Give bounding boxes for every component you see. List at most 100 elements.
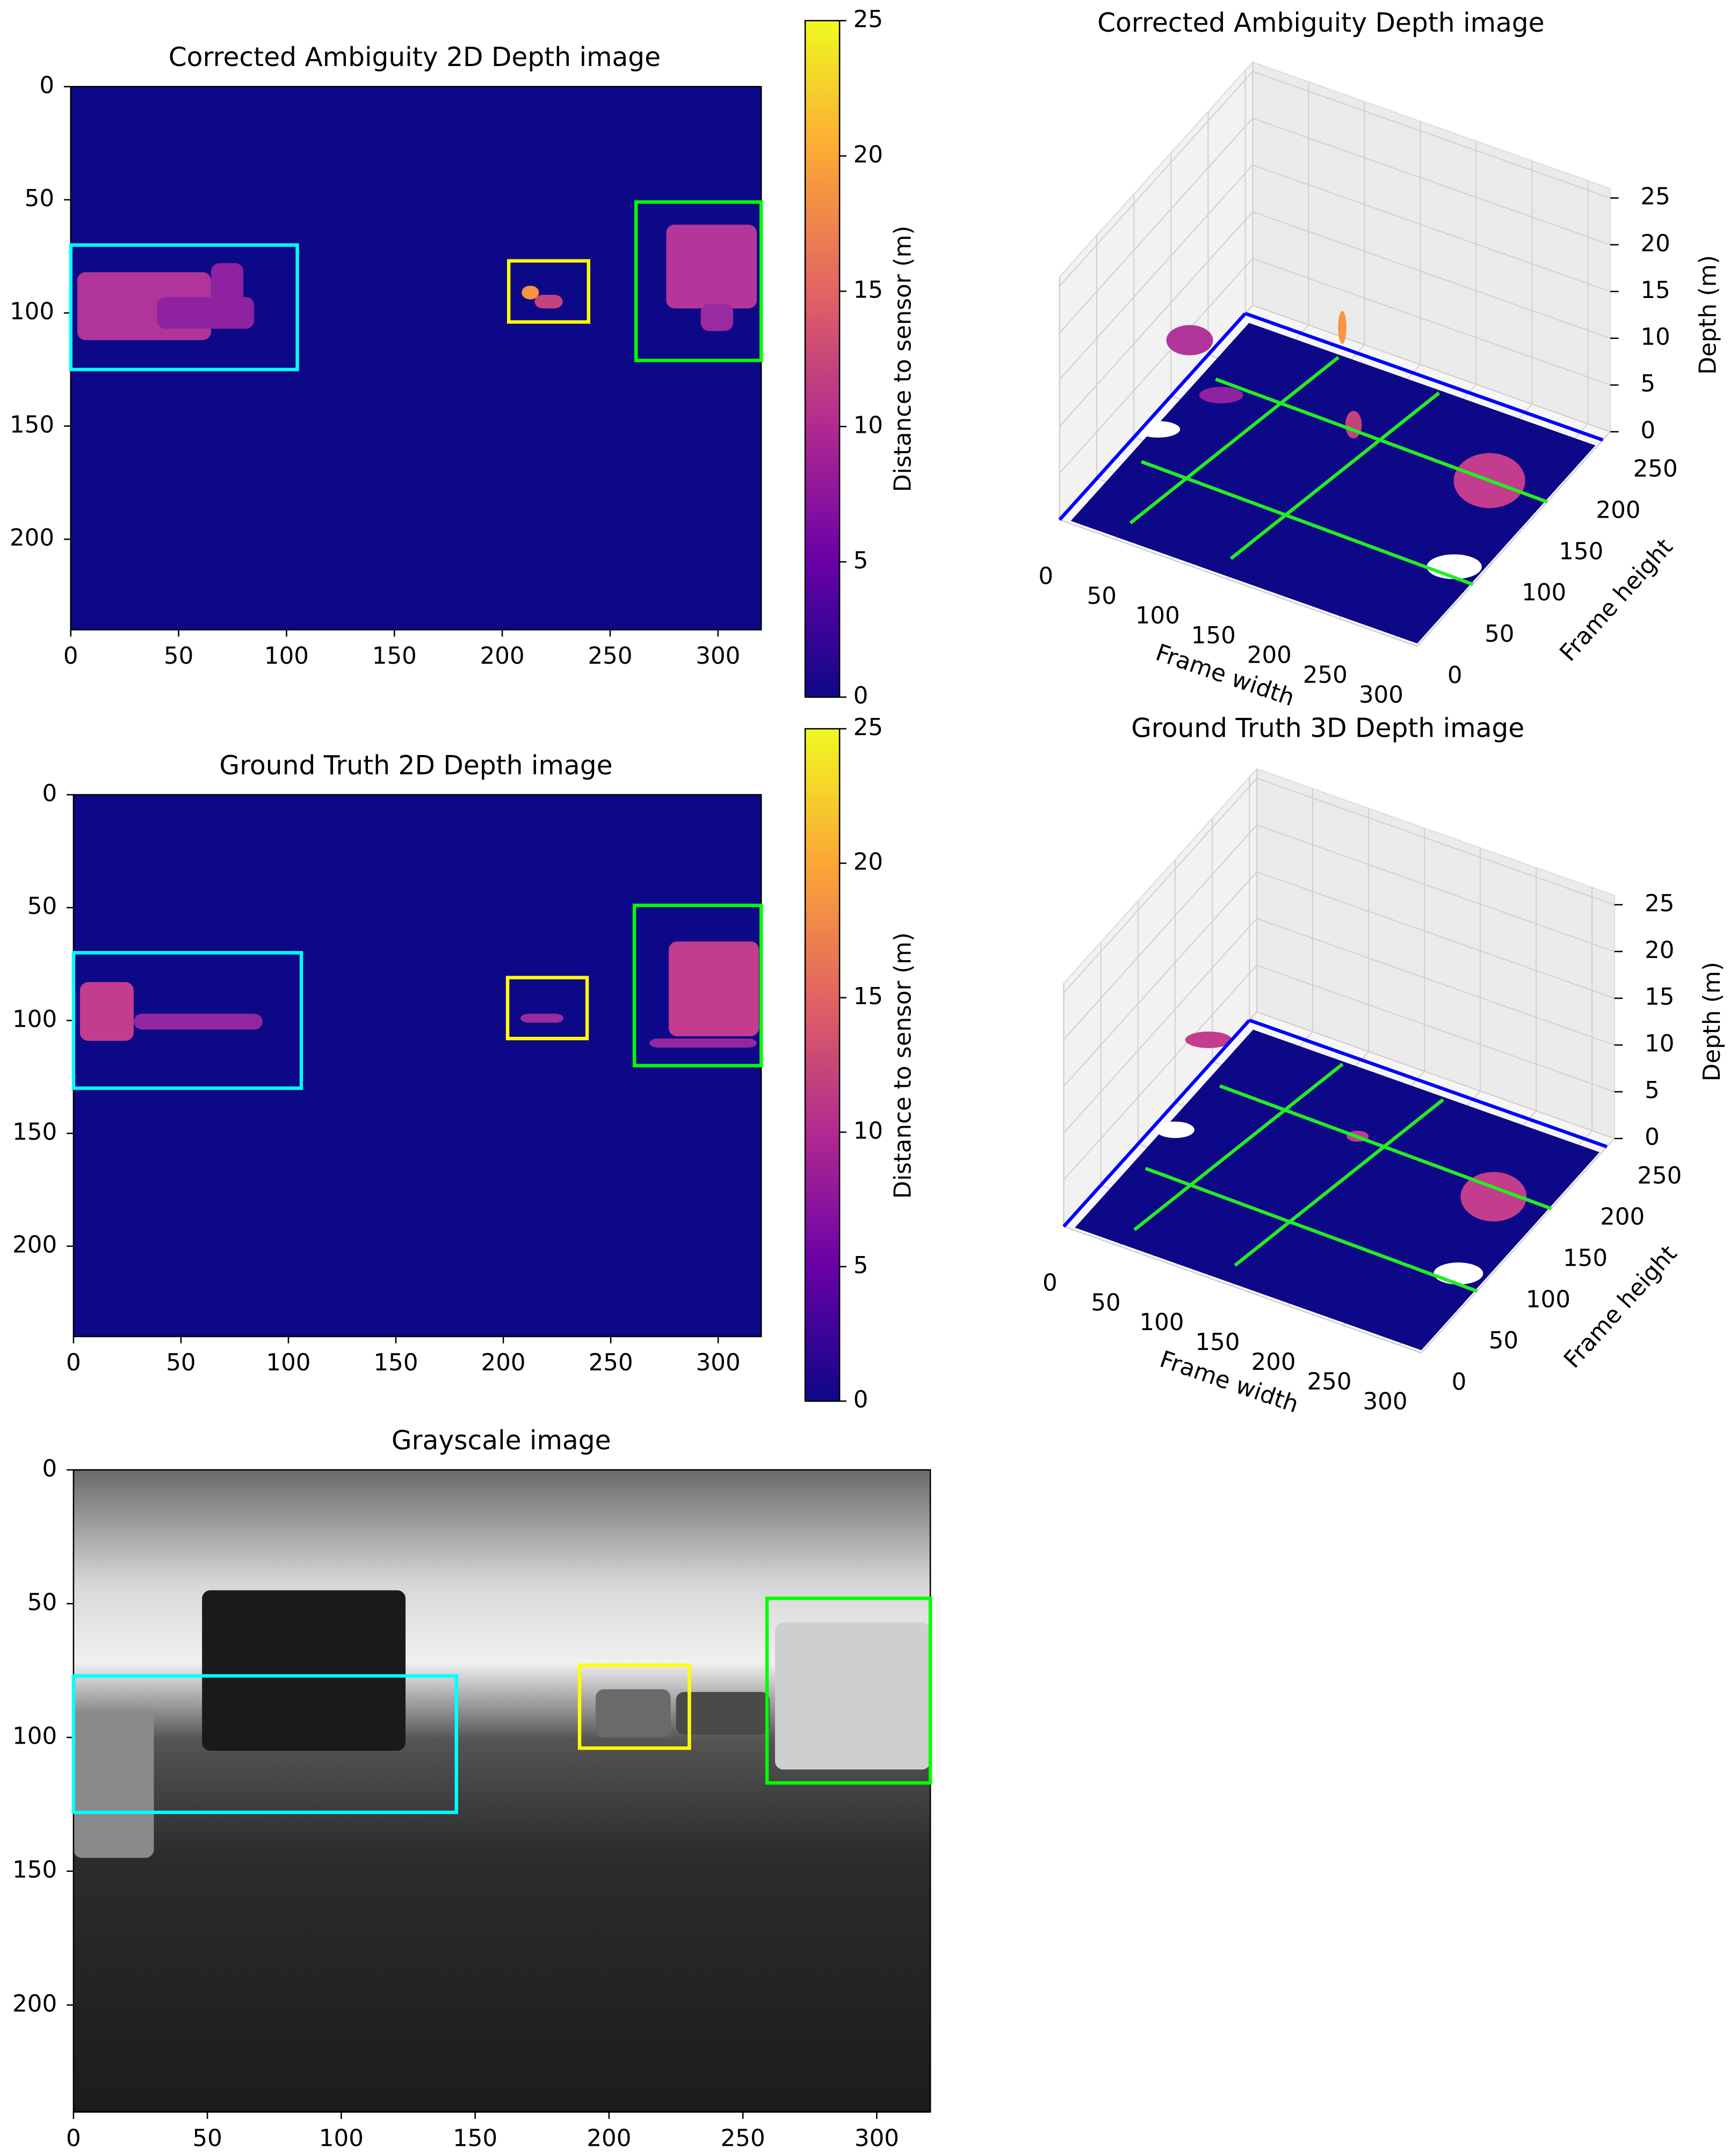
y-tick-label: 250 [1633, 456, 1678, 483]
chart-title: Corrected Ambiguity Depth image [1097, 8, 1544, 38]
x-tick-label: 300 [1359, 681, 1403, 708]
x-tick-label: 200 [480, 643, 525, 670]
grid-line [1063, 824, 1615, 1040]
x-tick-label: 50 [164, 643, 193, 670]
colorbar-tick-label: 15 [853, 983, 883, 1010]
z-tick-label: 5 [1640, 371, 1655, 397]
bounding-box [69, 243, 299, 372]
y-tick-label: 0 [1452, 1369, 1467, 1396]
y-tick-label: 50 [1485, 621, 1514, 648]
image-area [73, 1470, 931, 2113]
x-tick-label: 50 [192, 2125, 222, 2152]
x-tick-label: 100 [319, 2125, 364, 2152]
grid-line [1059, 164, 1611, 380]
x-tick-label: 250 [721, 2125, 765, 2152]
y-tick-label: 150 [10, 411, 54, 438]
colorbar-tick-label: 5 [853, 547, 868, 574]
annotation-line [1133, 1063, 1344, 1231]
image-region [669, 941, 759, 1036]
point-cloud [1345, 411, 1362, 439]
y-tick-label: 150 [1563, 1245, 1608, 1272]
colorbar-tick-label: 10 [853, 412, 883, 439]
image-region [79, 982, 134, 1041]
x-tick-label: 100 [264, 643, 309, 670]
image-region [520, 1013, 564, 1023]
annotation-line [1234, 1098, 1444, 1267]
chart-title: Ground Truth 3D Depth image [1131, 714, 1524, 744]
colorbar-tick-label: 20 [853, 849, 883, 876]
x-tick-label: 300 [696, 643, 740, 670]
x-tick-label: 100 [266, 1349, 310, 1376]
bounding-box [71, 1674, 458, 1814]
colorbar [804, 20, 841, 698]
y-tick-label: 50 [27, 1589, 57, 1616]
y-tick-label: 200 [12, 1991, 57, 2017]
y-tick-label: 100 [1526, 1286, 1570, 1313]
x-tick-label: 100 [1135, 602, 1180, 629]
x-tick-label: 250 [588, 643, 632, 670]
x-tick-label: 150 [372, 643, 417, 670]
image-region [534, 295, 563, 309]
x-tick-label: 300 [1363, 1388, 1408, 1415]
bounding-box [505, 976, 589, 1041]
colorbar-tick-label: 0 [853, 1386, 868, 1413]
z-tick-label: 0 [1640, 417, 1655, 444]
grid-line [1059, 211, 1611, 427]
chart-title: Grayscale image [392, 1426, 611, 1456]
annotation-line [1249, 1018, 1608, 1149]
grid-line [1063, 871, 1615, 1087]
annotation-line [1229, 391, 1441, 560]
x-tick-label: 250 [1307, 1369, 1351, 1396]
image-region [649, 1039, 757, 1048]
z-tick-label: 0 [1645, 1124, 1660, 1151]
x-tick-label: 0 [1038, 563, 1053, 590]
point-cloud [1185, 1032, 1232, 1048]
grid-line [1059, 70, 1611, 287]
x-tick-label: 0 [1043, 1270, 1058, 1297]
point-cloud [1434, 1262, 1483, 1285]
image-region [774, 1622, 931, 1770]
x-tick-label: 200 [1251, 1349, 1295, 1376]
x-tick-label: 0 [66, 2125, 81, 2152]
annotation-line [1145, 1166, 1478, 1293]
bounding-box [632, 903, 763, 1068]
z-tick-label: 25 [1645, 890, 1674, 917]
y-tick-label: 100 [12, 1006, 57, 1033]
x-tick-label: 150 [1195, 1329, 1240, 1356]
image-region [700, 303, 733, 331]
image-region [133, 1013, 263, 1030]
grid-line [1059, 519, 1417, 647]
annotation-line [1062, 1019, 1251, 1228]
x-tick-label: 100 [1139, 1309, 1184, 1336]
bounding-box [765, 1596, 932, 1785]
image-region [211, 263, 244, 309]
z-axis-label: Depth (m) [1695, 255, 1721, 375]
x-tick-label: 150 [453, 2125, 497, 2152]
grid-line [1063, 778, 1615, 993]
colorbar-tick-label: 20 [853, 141, 883, 168]
bounding-box [634, 200, 763, 362]
z-tick-label: 5 [1645, 1077, 1660, 1104]
y-tick-label: 0 [1447, 662, 1463, 689]
chart-title: Corrected Ambiguity 2D Depth image [169, 42, 661, 72]
y-tick-label: 200 [1596, 497, 1640, 524]
image-region [73, 1710, 154, 1858]
point-cloud [1156, 1121, 1195, 1138]
y-tick-label: 200 [1600, 1204, 1645, 1231]
y-tick-label: 100 [1522, 579, 1566, 606]
x-tick-label: 200 [1247, 642, 1292, 669]
colorbar-label: Distance to sensor (m) [889, 932, 916, 1199]
x-tick-label: 150 [1191, 622, 1236, 649]
x-tick-label: 150 [373, 1349, 418, 1376]
colorbar-label: Distance to sensor (m) [889, 226, 916, 492]
x-tick-label: 300 [696, 1349, 741, 1376]
y-tick-label: 150 [12, 1857, 57, 1884]
annotation-line [1058, 312, 1247, 521]
annotation-line [1140, 460, 1474, 586]
z-tick-label: 10 [1645, 1030, 1674, 1057]
y-tick-label: 0 [39, 72, 54, 99]
grid-line [1059, 258, 1611, 474]
z-tick-label: 25 [1640, 184, 1670, 210]
annotation-line [1129, 355, 1340, 525]
point-cloud [1136, 421, 1181, 438]
